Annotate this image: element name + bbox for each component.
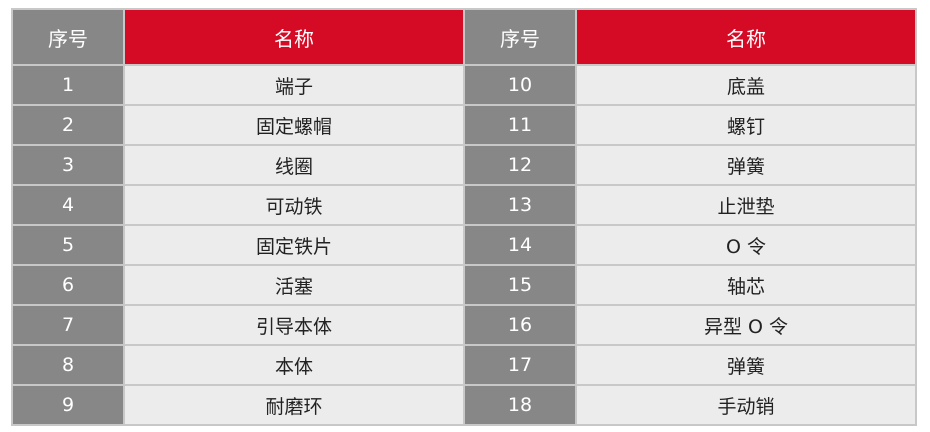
part-name: 端子 bbox=[123, 64, 465, 106]
part-name: 线圈 bbox=[123, 144, 465, 186]
part-name: 弹簧 bbox=[575, 144, 917, 186]
part-number: 18 bbox=[463, 384, 577, 426]
table-row: 8 本体 17 弹簧 bbox=[11, 344, 917, 386]
part-name: 活塞 bbox=[123, 264, 465, 306]
table-row: 6 活塞 15 轴芯 bbox=[11, 264, 917, 306]
part-name: 轴芯 bbox=[575, 264, 917, 306]
part-number: 10 bbox=[463, 64, 577, 106]
part-name: 手动销 bbox=[575, 384, 917, 426]
part-number: 3 bbox=[11, 144, 125, 186]
part-number: 15 bbox=[463, 264, 577, 306]
part-number: 5 bbox=[11, 224, 125, 266]
part-name: 底盖 bbox=[575, 64, 917, 106]
part-number: 12 bbox=[463, 144, 577, 186]
table-row: 1 端子 10 底盖 bbox=[11, 64, 917, 106]
part-name: 异型 O 令 bbox=[575, 304, 917, 346]
part-number: 4 bbox=[11, 184, 125, 226]
table-header-row: 序号 名称 序号 名称 bbox=[11, 8, 917, 66]
part-name: 耐磨环 bbox=[123, 384, 465, 426]
part-name: 固定铁片 bbox=[123, 224, 465, 266]
part-number: 16 bbox=[463, 304, 577, 346]
part-name: 止泄垫 bbox=[575, 184, 917, 226]
part-number: 14 bbox=[463, 224, 577, 266]
part-number: 6 bbox=[11, 264, 125, 306]
part-name: O 令 bbox=[575, 224, 917, 266]
part-number: 11 bbox=[463, 104, 577, 146]
part-number: 9 bbox=[11, 384, 125, 426]
part-name: 引导本体 bbox=[123, 304, 465, 346]
part-number: 1 bbox=[11, 64, 125, 106]
part-name: 可动铁 bbox=[123, 184, 465, 226]
part-name: 固定螺帽 bbox=[123, 104, 465, 146]
table-row: 9 耐磨环 18 手动销 bbox=[11, 384, 917, 426]
table-row: 5 固定铁片 14 O 令 bbox=[11, 224, 917, 266]
part-name: 弹簧 bbox=[575, 344, 917, 386]
part-number: 7 bbox=[11, 304, 125, 346]
part-number: 2 bbox=[11, 104, 125, 146]
table-row: 3 线圈 12 弹簧 bbox=[11, 144, 917, 186]
part-name: 螺钉 bbox=[575, 104, 917, 146]
header-number: 序号 bbox=[11, 8, 125, 66]
table-row: 7 引导本体 16 异型 O 令 bbox=[11, 304, 917, 346]
part-number: 8 bbox=[11, 344, 125, 386]
header-name: 名称 bbox=[123, 8, 465, 66]
parts-table: 序号 名称 序号 名称 1 端子 10 底盖 2 固定螺帽 11 螺钉 3 线圈 12 弹簧 4 可动铁 1… bbox=[11, 8, 917, 426]
table-row: 2 固定螺帽 11 螺钉 bbox=[11, 104, 917, 146]
part-number: 17 bbox=[463, 344, 577, 386]
part-name: 本体 bbox=[123, 344, 465, 386]
table-row: 4 可动铁 13 止泄垫 bbox=[11, 184, 917, 226]
header-number: 序号 bbox=[463, 8, 577, 66]
header-name: 名称 bbox=[575, 8, 917, 66]
part-number: 13 bbox=[463, 184, 577, 226]
